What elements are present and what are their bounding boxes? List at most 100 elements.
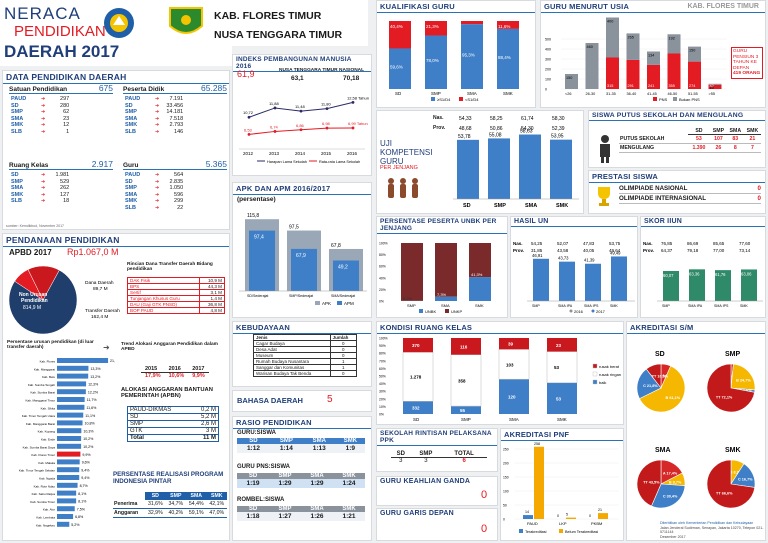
rasio-head: SMK (333, 473, 365, 479)
kondisi-legend: baik (599, 380, 606, 385)
akreditasi-sm-label: TT 10,5% (652, 375, 669, 379)
unbk-tick: 60% (379, 265, 386, 269)
persen-value: 10,2% (83, 437, 94, 441)
persen-label: Kab. Sumba Tengah (28, 383, 55, 387)
rintisan-title: SEKOLAH RINTISAN PELAKSANA PPK (377, 429, 497, 446)
un-prov-value: 49,64 (609, 248, 621, 253)
ukg-bar (550, 139, 572, 199)
iiun-bar-chart: Nas. Prov. 76,85 64,37 60,07 SMP 86,69 79,18 63,… (643, 241, 763, 308)
kual-bar-top (389, 21, 411, 49)
prestasi-row: OLIMPIADE NASIONAL 0 (619, 184, 761, 194)
persen-bar (57, 358, 109, 363)
prestasi-panel: PRESTASI SISWA OLIMPIADE NASIONAL 0 OLIMPI… (588, 170, 766, 214)
ipm-point-bottom (273, 130, 277, 133)
dp-row-arrow: ➜ (41, 185, 46, 192)
usia-bar-nonpns (708, 83, 722, 85)
rasio-panel: RASIO PENDIDIKAN GURU:SISWA SD SMP SMA SMK 1… (232, 416, 372, 541)
dp-row-arrow: ➜ (155, 172, 160, 178)
iiun-label: 63,06 (741, 271, 752, 276)
unbk-tick: 100% (379, 242, 388, 246)
unbk-legend: UNKP (451, 309, 462, 314)
kondisi-category: SMA (509, 417, 519, 422)
dp-row: SMA ➜ 7.518 (123, 116, 185, 123)
data-pendidikan-panel: DATA PENDIDIKAN DAERAH Satuan Pendidikan… (2, 70, 230, 230)
persen-bar (57, 467, 80, 473)
kual-label-bottom: 59,6% (390, 65, 403, 70)
bantuan-row: SMP 2,6 M (127, 420, 219, 428)
persen-bar (57, 428, 82, 434)
unbk-bar-unkp (401, 243, 423, 301)
footer-line3: Desember 2017 (660, 534, 686, 539)
trend-val: 10,6% (168, 373, 185, 379)
bantuan-title: ALOKASI ANGGARAN BANTUAN PEMERINTAH (APB… (121, 387, 213, 399)
rasio-value: 1:18 (237, 512, 269, 521)
persen-bar (57, 475, 80, 480)
pnf-tick: 200 (503, 462, 509, 466)
kondisi-tick: 40% (379, 382, 386, 386)
unbk-category: SMA (441, 303, 450, 308)
ipm-label-top: 11,48 (295, 104, 305, 109)
usia-category: 51-55 (688, 92, 698, 96)
bantuan-value: 0,2 M (191, 406, 219, 414)
putus-table: SD SMP SMA SMK PUTUS SEKOLAH 53 107 83 21 MENGULA… (619, 128, 761, 153)
ukg-prov-label: Prov. (433, 125, 446, 131)
kondisi-legend-swatch (592, 363, 598, 369)
persen-bar (57, 412, 84, 418)
rasio-value: 1:29 (301, 479, 333, 488)
un-title: HASIL UN (511, 217, 637, 227)
rasio-pns-siswa-table: SD SMP SMA SMK 1:19 1:29 1:29 1:24 (237, 473, 365, 488)
ukg-category: SMK (556, 203, 568, 209)
akreditasi-sm-label: C 16,7% (738, 478, 753, 482)
prestasi-value: 0 (757, 195, 761, 202)
un-category: SMA IPS (584, 304, 599, 308)
persen-bar (57, 482, 78, 488)
usia-legend-swatch (673, 97, 677, 101)
kual-category: SMK (503, 91, 513, 96)
dp-block-total: 5.365 (205, 159, 227, 169)
iiun-prov-label: Prov. (643, 248, 654, 253)
unbk-tick: 0% (379, 300, 384, 304)
putus-value: 26 (710, 143, 727, 153)
usia-legend: PNS (659, 97, 668, 102)
pie-slice (8, 269, 78, 335)
rincian-value: 36,8 M (198, 301, 225, 308)
persen-value: 9,4% (81, 476, 90, 480)
dp-row-arrow: ➜ (155, 198, 160, 205)
rincian-row: Tunjangan Khusus Guru 1,4 M (127, 295, 225, 302)
kual-bar-bottom (425, 35, 447, 89)
garis-panel: GURU GARIS DEPAN 0 (376, 508, 498, 541)
pnf-label: 0 (557, 514, 559, 518)
dp-row-arrow: ➜ (41, 109, 46, 116)
kondisi-bar-baik (547, 382, 577, 414)
rasio-head: SMP (269, 473, 301, 479)
dp-block-table: PAUD ➜ 297 SD ➜ 280 SMP ➜ 62 SMA ➜ 23 SMK ➜ 12 SLB ➜ 1 (9, 96, 71, 136)
pnf-bar-belum (534, 446, 544, 519)
bantuan-value: 11 M (191, 434, 219, 442)
dp-row: SMA ➜ 596 (123, 192, 185, 199)
pie-label: Non Urusan (19, 292, 47, 298)
persen-label: Kab. Ende (41, 438, 55, 442)
persen-value: 9,4% (81, 468, 90, 472)
unbk-tick: 20% (379, 288, 386, 292)
rasio-value-row: 1:12 1:14 1:13 1:9 (237, 444, 365, 453)
dp-row-value: 33.456 (166, 102, 184, 109)
rasio-head: SD (237, 506, 269, 512)
dp-row-arrow: ➜ (155, 204, 160, 211)
dp-row-arrow: ➜ (155, 115, 160, 122)
kondisi-label-baik: 53 (556, 396, 562, 401)
kondisi-bar-ringan (402, 351, 434, 402)
prestasi-value: 0 (757, 185, 761, 192)
usia-bar-nonpns (565, 74, 578, 89)
rasio-title: RASIO PENDIDIKAN (233, 417, 371, 429)
iiun-bar (689, 269, 705, 301)
kondisi-bar-baik (499, 379, 529, 414)
kondisi-tick: 10% (379, 405, 386, 409)
persen-label: Kab. Sumba Barat (30, 391, 55, 395)
dp-row: SMA ➜ 262 (9, 185, 71, 192)
persen-value: 9,9% (82, 453, 91, 457)
apm-label: 67,9 (296, 253, 306, 259)
trend-year: 2015 (141, 366, 165, 373)
unbk-panel: PERSENTASE PESERTA UNBK PER JENJANG 0% 20… (376, 216, 508, 318)
pnf-legend-swatch (559, 529, 563, 533)
usia-bar-pns (606, 57, 619, 89)
